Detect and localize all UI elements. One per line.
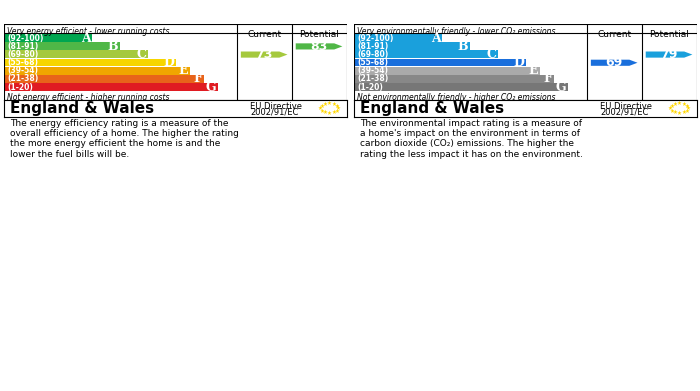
Text: (55-68): (55-68) — [7, 58, 38, 67]
Text: ★: ★ — [677, 111, 682, 116]
Text: (69-80): (69-80) — [7, 50, 38, 59]
Text: D: D — [164, 56, 174, 69]
Text: ★: ★ — [319, 109, 324, 113]
Text: D: D — [514, 56, 524, 69]
Text: Not environmentally friendly - higher CO₂ emissions: Not environmentally friendly - higher CO… — [357, 93, 555, 102]
Text: ★: ★ — [335, 104, 339, 109]
Text: England & Wales: England & Wales — [10, 101, 155, 116]
Text: A: A — [80, 32, 90, 45]
FancyBboxPatch shape — [354, 34, 442, 42]
Text: ★: ★ — [323, 102, 328, 107]
Text: (21-38): (21-38) — [7, 74, 38, 83]
Text: B: B — [458, 40, 468, 53]
Polygon shape — [241, 52, 288, 57]
FancyBboxPatch shape — [4, 50, 148, 58]
Text: (55-68): (55-68) — [357, 58, 388, 67]
Text: 2002/91/EC: 2002/91/EC — [601, 108, 649, 117]
Text: ★: ★ — [681, 110, 686, 115]
Text: Potential: Potential — [299, 30, 339, 39]
Text: G: G — [556, 81, 566, 93]
Text: (92-100): (92-100) — [7, 34, 43, 43]
Text: 83: 83 — [310, 40, 328, 53]
Text: G: G — [206, 81, 216, 93]
Text: C: C — [136, 48, 146, 61]
Text: ★: ★ — [669, 104, 674, 109]
Text: Not energy efficient - higher running costs: Not energy efficient - higher running co… — [7, 93, 169, 102]
Text: ★: ★ — [681, 102, 686, 107]
Text: 73: 73 — [256, 48, 273, 61]
Text: ★: ★ — [323, 110, 328, 115]
Text: Environmental Impact (CO₂) Rating: Environmental Impact (CO₂) Rating — [360, 5, 635, 19]
Text: ★: ★ — [318, 106, 323, 111]
Text: B: B — [108, 40, 118, 53]
FancyBboxPatch shape — [354, 67, 540, 75]
FancyBboxPatch shape — [4, 67, 190, 75]
Text: ★: ★ — [685, 109, 690, 113]
FancyBboxPatch shape — [354, 83, 568, 91]
Text: ★: ★ — [677, 102, 682, 106]
Text: F: F — [193, 72, 202, 85]
FancyBboxPatch shape — [4, 59, 176, 66]
Polygon shape — [591, 60, 638, 66]
Text: The energy efficiency rating is a measure of the
overall efficiency of a home. T: The energy efficiency rating is a measur… — [10, 118, 239, 159]
Text: (1-20): (1-20) — [7, 83, 33, 91]
Text: EU Directive: EU Directive — [601, 102, 652, 111]
Text: 69: 69 — [606, 56, 623, 69]
Text: (69-80): (69-80) — [357, 50, 388, 59]
Text: England & Wales: England & Wales — [360, 101, 505, 116]
Text: ★: ★ — [336, 106, 341, 111]
Text: ★: ★ — [331, 102, 336, 107]
Text: ★: ★ — [673, 110, 678, 115]
Text: E: E — [529, 64, 538, 77]
Text: Energy Efficiency Rating: Energy Efficiency Rating — [10, 5, 202, 19]
Text: ★: ★ — [331, 110, 336, 115]
FancyBboxPatch shape — [4, 83, 218, 91]
FancyBboxPatch shape — [4, 75, 204, 83]
Text: (81-91): (81-91) — [357, 42, 388, 51]
Text: ★: ★ — [673, 102, 678, 107]
Text: F: F — [543, 72, 552, 85]
Text: ★: ★ — [686, 106, 691, 111]
FancyBboxPatch shape — [354, 42, 470, 50]
Text: 2002/91/EC: 2002/91/EC — [251, 108, 299, 117]
Text: ★: ★ — [669, 109, 674, 113]
Text: EU Directive: EU Directive — [251, 102, 302, 111]
Text: (81-91): (81-91) — [7, 42, 38, 51]
Text: Potential: Potential — [649, 30, 689, 39]
Text: (21-38): (21-38) — [357, 74, 388, 83]
Text: (39-54): (39-54) — [357, 66, 388, 75]
Text: The environmental impact rating is a measure of
a home's impact on the environme: The environmental impact rating is a mea… — [360, 118, 583, 159]
Text: Very energy efficient - lower running costs: Very energy efficient - lower running co… — [7, 27, 169, 36]
FancyBboxPatch shape — [354, 59, 526, 66]
Text: Very environmentally friendly - lower CO₂ emissions: Very environmentally friendly - lower CO… — [357, 27, 555, 36]
FancyBboxPatch shape — [354, 75, 554, 83]
FancyBboxPatch shape — [354, 50, 498, 58]
Text: Current: Current — [247, 30, 281, 39]
Text: ★: ★ — [685, 104, 690, 109]
Text: ★: ★ — [668, 106, 673, 111]
FancyBboxPatch shape — [4, 34, 92, 42]
FancyBboxPatch shape — [4, 42, 120, 50]
Text: (1-20): (1-20) — [357, 83, 383, 91]
Text: ★: ★ — [327, 111, 332, 116]
Text: C: C — [486, 48, 496, 61]
Text: E: E — [179, 64, 188, 77]
Text: (39-54): (39-54) — [7, 66, 38, 75]
Polygon shape — [295, 43, 342, 50]
Polygon shape — [645, 52, 692, 57]
Text: A: A — [430, 32, 440, 45]
Text: Current: Current — [597, 30, 631, 39]
Text: ★: ★ — [335, 109, 339, 113]
Text: ★: ★ — [319, 104, 324, 109]
Text: 79: 79 — [660, 48, 678, 61]
Text: (92-100): (92-100) — [357, 34, 393, 43]
Text: ★: ★ — [327, 102, 332, 106]
